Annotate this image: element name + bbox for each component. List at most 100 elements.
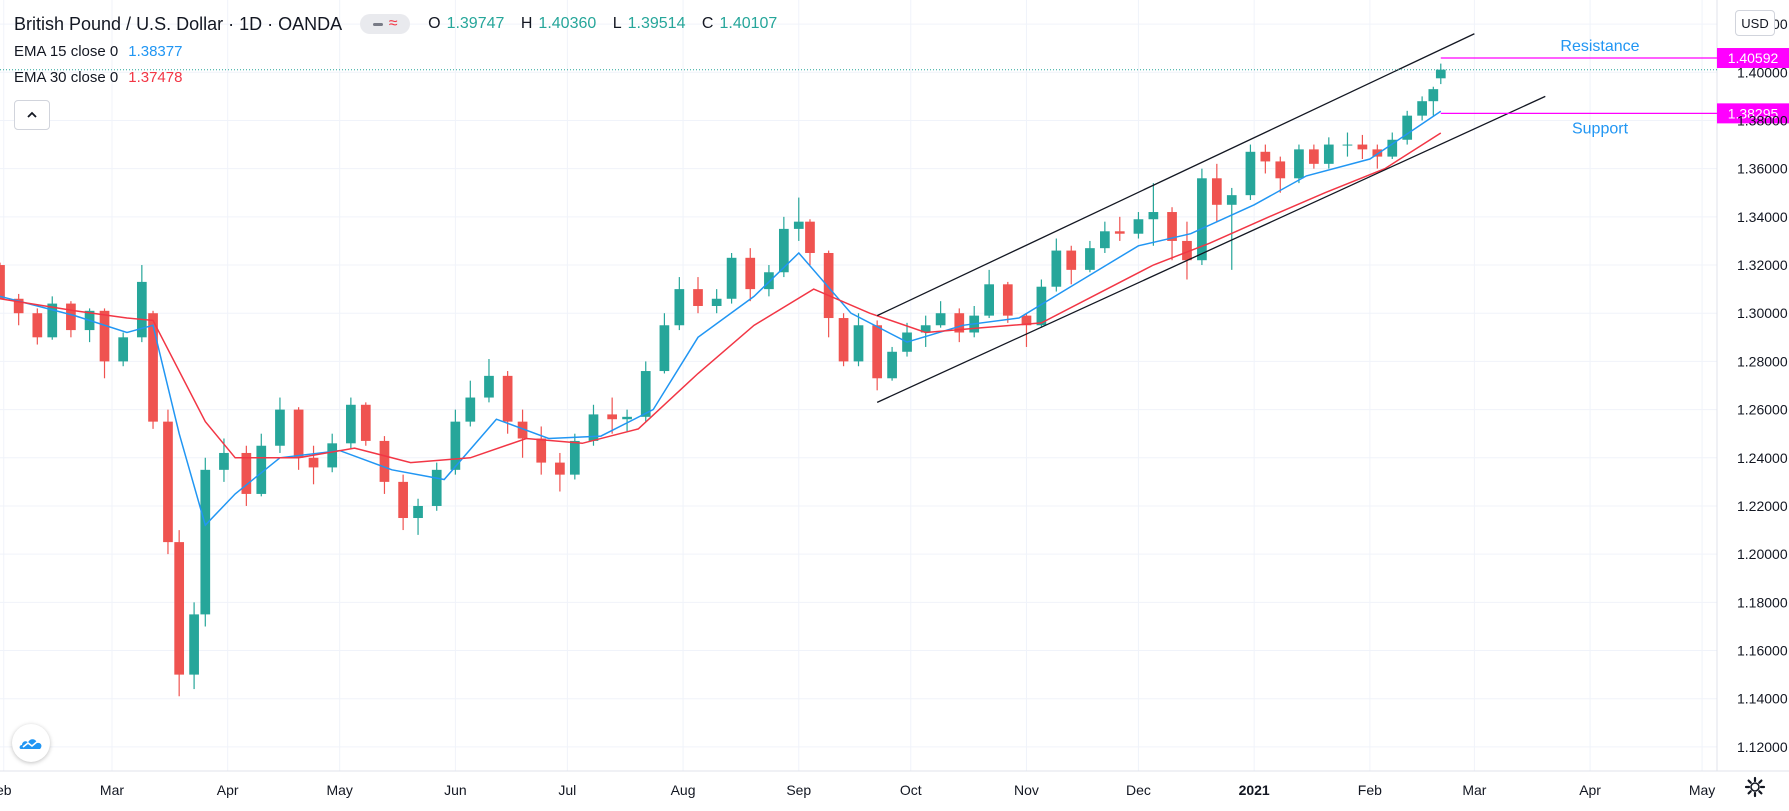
candle-body <box>1197 178 1207 261</box>
trend-channel-lower <box>876 95 1546 403</box>
symbol-row: British Pound / U.S. Dollar · 1D · OANDA… <box>14 12 789 36</box>
candle-body <box>1342 144 1353 146</box>
ema30-line <box>0 132 1442 464</box>
candle-body <box>1402 115 1413 140</box>
ema30-value: 1.37478 <box>128 68 183 86</box>
x-tick-label: Feb <box>1358 782 1382 798</box>
ohlc-values: O 1.39747 H 1.40360 L 1.39514 C 1.40107 <box>428 15 789 33</box>
candle-body <box>1021 315 1032 326</box>
candle-body <box>517 421 528 439</box>
x-tick-label: May <box>1689 782 1715 798</box>
x-tick-label: Oct <box>900 782 922 798</box>
ohlc-low: L 1.39514 <box>612 15 686 32</box>
candle-body <box>413 505 423 519</box>
candle-body <box>241 452 252 494</box>
y-tick-label: 1.20000 <box>1737 546 1788 562</box>
y-tick-label: 1.24000 <box>1737 450 1788 466</box>
wave-icon: ≈ <box>388 15 398 32</box>
candle-body <box>308 457 319 468</box>
candle-body <box>640 371 651 417</box>
y-tick-label: 1.40000 <box>1737 64 1788 80</box>
resistance-price-tag <box>1717 48 1789 69</box>
candle-body <box>465 397 476 422</box>
candle-body <box>1066 250 1077 270</box>
y-tick-label: 1.30000 <box>1737 305 1788 321</box>
support-annotation: Support <box>1572 120 1629 137</box>
y-tick-label: 1.38000 <box>1737 112 1788 128</box>
x-tick-label: Apr <box>1579 782 1601 798</box>
candle-body <box>1275 161 1286 179</box>
candle-body <box>346 404 356 444</box>
candle-body <box>118 337 129 362</box>
ema30-label: EMA 30 close 0 <box>14 68 119 86</box>
candle-body <box>823 252 834 319</box>
support-price-label: 1.38295 <box>1728 105 1779 121</box>
candle-body <box>1417 101 1427 116</box>
candle-body <box>1260 151 1271 162</box>
candle-body <box>1167 212 1177 241</box>
candle-body <box>887 351 897 379</box>
x-tick-label: Aug <box>671 782 696 798</box>
x-tick-label: May <box>326 782 352 798</box>
candle-body <box>502 375 513 422</box>
candle-body <box>256 445 267 494</box>
candle-body <box>275 409 285 446</box>
candle-body <box>1357 144 1368 150</box>
candle-body <box>1036 286 1047 326</box>
currency-badge[interactable]: USD <box>1735 10 1775 36</box>
candle-body <box>805 221 815 253</box>
x-tick-label: Apr <box>217 782 239 798</box>
candle-body <box>1051 250 1062 287</box>
candle-body <box>607 414 618 420</box>
candle-body <box>555 462 565 475</box>
minus-icon <box>372 22 383 26</box>
y-tick-label: 1.26000 <box>1737 402 1788 418</box>
collapse-legend-button[interactable] <box>14 100 50 130</box>
candle-body <box>189 614 199 675</box>
candle-body <box>954 313 965 333</box>
candle-body <box>536 438 547 463</box>
candle-body <box>1085 248 1095 270</box>
x-tick-label: Jul <box>558 782 576 798</box>
ohlc-high: H 1.40360 <box>520 15 597 32</box>
y-tick-label: 1.34000 <box>1737 209 1788 225</box>
symbol-title[interactable]: British Pound / U.S. Dollar · 1D · OANDA <box>14 13 343 34</box>
ema15-row[interactable]: EMA 15 close 0 1.38377 <box>14 36 789 66</box>
candle-body <box>693 289 703 306</box>
candle-body <box>1114 231 1125 234</box>
candle-body <box>327 443 338 468</box>
candle-body <box>219 452 229 470</box>
candle-body <box>136 281 147 338</box>
ema30-row[interactable]: EMA 30 close 0 1.37478 <box>14 62 789 92</box>
y-tick-label: 1.12000 <box>1737 739 1788 755</box>
ohlc-open: O 1.39747 <box>428 15 505 32</box>
visibility-toggle[interactable]: ≈ <box>360 14 411 34</box>
candle-body <box>360 404 371 441</box>
candle-body <box>622 416 632 420</box>
chart-legend: British Pound / U.S. Dollar · 1D · OANDA… <box>14 12 789 92</box>
x-tick-label: Nov <box>1014 782 1039 798</box>
candle-body <box>984 284 994 316</box>
candle-body <box>200 469 211 615</box>
candle-body <box>99 310 110 362</box>
y-tick-label: 1.16000 <box>1737 643 1788 659</box>
chevron-up-icon <box>27 111 37 118</box>
candle-body <box>379 440 390 482</box>
ema15-value: 1.38377 <box>128 42 183 60</box>
candle-body <box>1182 240 1192 261</box>
candle-body <box>778 228 789 273</box>
candle-body <box>1372 149 1383 157</box>
y-tick-label: 1.18000 <box>1737 594 1788 610</box>
candle-body <box>793 221 804 229</box>
candle-body <box>711 298 722 306</box>
candle-body <box>659 325 670 372</box>
candle-body <box>1245 151 1256 196</box>
y-tick-label: 1.22000 <box>1737 498 1788 514</box>
candle-body <box>293 409 304 458</box>
cloud-logo-icon[interactable] <box>12 724 50 762</box>
gear-icon[interactable] <box>1742 774 1768 800</box>
candle-body <box>431 469 442 506</box>
candle-body <box>1435 69 1446 79</box>
